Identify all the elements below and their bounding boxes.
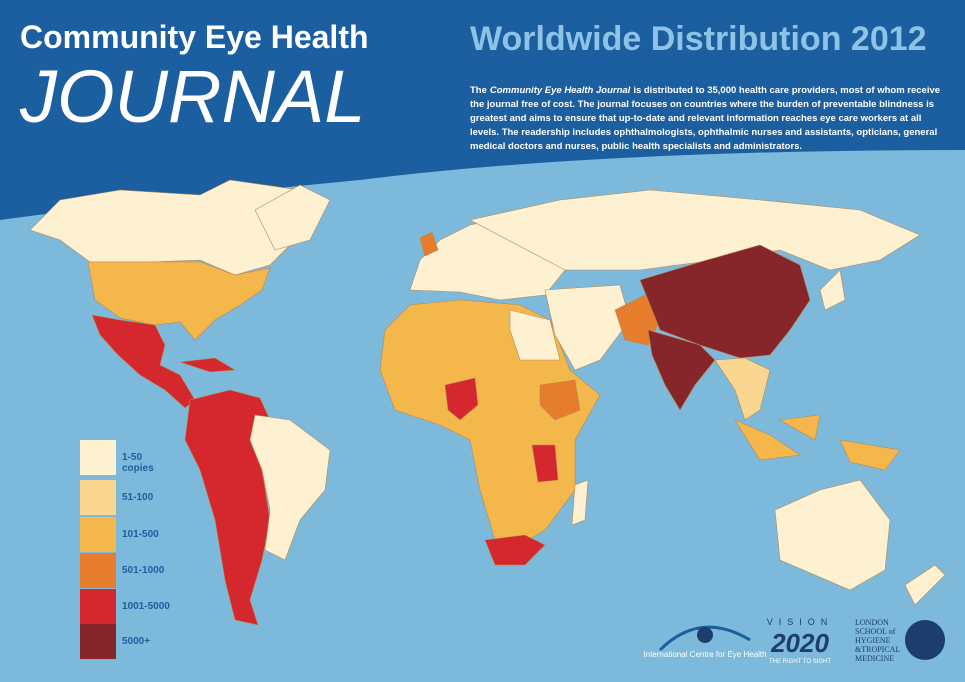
description-lead: The xyxy=(470,85,487,96)
header-band xyxy=(0,0,965,220)
greenland xyxy=(254,184,331,251)
legend-label: 51-100 xyxy=(122,492,154,503)
heading: Worldwide Distribution 2012 xyxy=(470,20,927,58)
indonesia xyxy=(734,414,901,471)
lshtm-line: MEDICINE xyxy=(855,654,894,663)
ethiopia xyxy=(539,379,581,421)
japan xyxy=(819,269,846,311)
vision: VISION xyxy=(767,617,834,627)
madagascar xyxy=(571,479,589,526)
andes-south-america xyxy=(184,389,271,626)
journal-wordmark: JOURNAL xyxy=(19,55,365,138)
iceh-name: International Centre for Eye Health xyxy=(643,650,766,659)
usa xyxy=(87,261,271,341)
description-body: is distributed to 35,000 health care pro… xyxy=(470,85,941,152)
africa xyxy=(379,299,601,546)
legend-note: copies xyxy=(122,463,154,474)
legend-swatch xyxy=(80,553,116,588)
china xyxy=(639,244,811,359)
north-africa-east xyxy=(509,309,561,361)
legend-swatch xyxy=(80,589,116,624)
tagline: THE RIGHT TO SIGHT xyxy=(769,659,831,665)
russia xyxy=(469,189,921,271)
nigeria xyxy=(444,377,479,421)
legend-label: 5000+ xyxy=(122,636,150,647)
world-map xyxy=(29,179,946,626)
india xyxy=(647,329,716,411)
south-africa xyxy=(484,534,546,566)
legend-label: 501-1000 xyxy=(122,565,165,576)
uk xyxy=(419,231,439,257)
legend-label: 1-50 xyxy=(122,452,142,463)
australia xyxy=(774,479,891,591)
legend-swatch xyxy=(80,480,116,515)
middle-east xyxy=(544,284,631,371)
logos: International Centre for Eye Health VISI… xyxy=(643,617,945,665)
title: Community Eye Health xyxy=(20,19,369,55)
southeast-asia xyxy=(714,357,771,421)
lshtm-line: SCHOOL of xyxy=(855,627,896,636)
tanzania xyxy=(531,444,559,483)
lshtm-crest xyxy=(905,620,945,660)
lshtm-line: &TROPICAL xyxy=(855,645,900,654)
lshtm-line: HYGIENE xyxy=(855,636,891,645)
journal-name: Community Eye Health Journal xyxy=(489,85,631,96)
iceh-eye xyxy=(697,627,713,643)
new-zealand xyxy=(904,564,946,606)
brazil xyxy=(249,414,331,561)
description: The Community Eye Health Journal is distri… xyxy=(470,84,950,154)
legend-swatch xyxy=(80,517,116,552)
legend-label: 101-500 xyxy=(122,529,159,540)
caribbean xyxy=(179,357,236,373)
legend-swatch xyxy=(80,624,116,659)
lshtm-line: LONDON xyxy=(855,618,889,627)
legend-label: 1001-5000 xyxy=(122,601,170,612)
legend-swatch xyxy=(80,440,116,475)
year: 2020 xyxy=(770,628,829,658)
